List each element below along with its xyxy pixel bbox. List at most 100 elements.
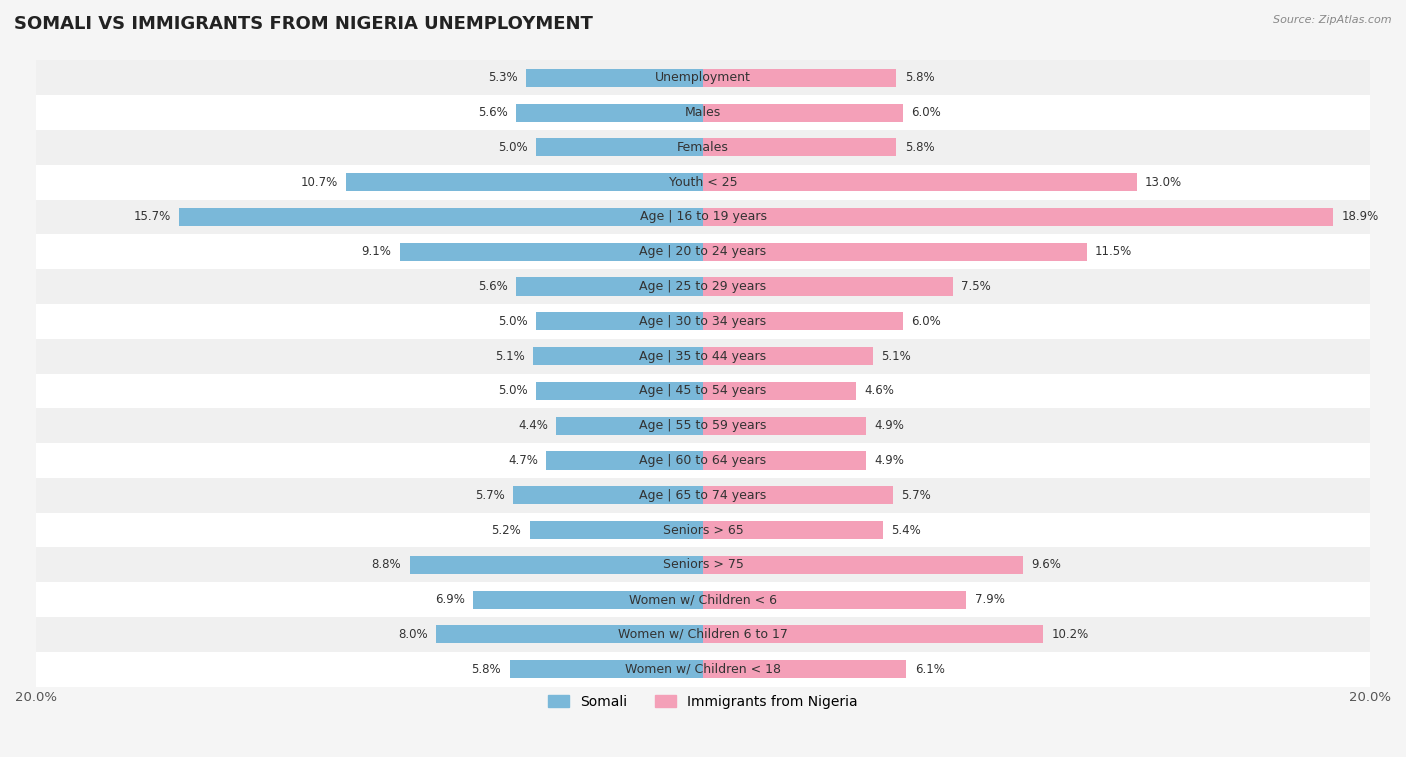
- Bar: [703, 139, 897, 157]
- Text: Age | 45 to 54 years: Age | 45 to 54 years: [640, 385, 766, 397]
- Bar: [37, 478, 1369, 512]
- Bar: [37, 269, 1369, 304]
- Legend: Somali, Immigrants from Nigeria: Somali, Immigrants from Nigeria: [543, 689, 863, 714]
- Bar: [703, 347, 873, 365]
- Text: SOMALI VS IMMIGRANTS FROM NIGERIA UNEMPLOYMENT: SOMALI VS IMMIGRANTS FROM NIGERIA UNEMPL…: [14, 15, 593, 33]
- Text: 15.7%: 15.7%: [134, 210, 172, 223]
- Text: Age | 25 to 29 years: Age | 25 to 29 years: [640, 280, 766, 293]
- Text: Unemployment: Unemployment: [655, 71, 751, 84]
- Text: Seniors > 75: Seniors > 75: [662, 559, 744, 572]
- Text: 5.8%: 5.8%: [471, 662, 501, 676]
- Bar: [703, 382, 856, 400]
- Text: Age | 65 to 74 years: Age | 65 to 74 years: [640, 489, 766, 502]
- Bar: [703, 173, 1136, 192]
- Bar: [530, 521, 703, 539]
- Text: 4.6%: 4.6%: [865, 385, 894, 397]
- Text: Age | 20 to 24 years: Age | 20 to 24 years: [640, 245, 766, 258]
- Text: Age | 55 to 59 years: Age | 55 to 59 years: [640, 419, 766, 432]
- Bar: [703, 104, 903, 122]
- Bar: [37, 165, 1369, 200]
- Text: 5.6%: 5.6%: [478, 106, 508, 119]
- Bar: [533, 347, 703, 365]
- Text: 6.1%: 6.1%: [915, 662, 945, 676]
- Text: 6.0%: 6.0%: [911, 106, 941, 119]
- Bar: [37, 512, 1369, 547]
- Text: 10.2%: 10.2%: [1052, 628, 1088, 641]
- Bar: [516, 104, 703, 122]
- Bar: [37, 582, 1369, 617]
- Text: 4.9%: 4.9%: [875, 454, 904, 467]
- Bar: [37, 547, 1369, 582]
- Bar: [409, 556, 703, 574]
- Bar: [37, 235, 1369, 269]
- Bar: [536, 139, 703, 157]
- Bar: [436, 625, 703, 643]
- Text: 11.5%: 11.5%: [1095, 245, 1132, 258]
- Bar: [346, 173, 703, 192]
- Bar: [703, 313, 903, 330]
- Text: 9.6%: 9.6%: [1032, 559, 1062, 572]
- Text: Women w/ Children 6 to 17: Women w/ Children 6 to 17: [619, 628, 787, 641]
- Text: Age | 16 to 19 years: Age | 16 to 19 years: [640, 210, 766, 223]
- Bar: [37, 130, 1369, 165]
- Text: Age | 35 to 44 years: Age | 35 to 44 years: [640, 350, 766, 363]
- Bar: [37, 443, 1369, 478]
- Text: 6.9%: 6.9%: [434, 593, 464, 606]
- Text: 4.7%: 4.7%: [508, 454, 538, 467]
- Text: 5.1%: 5.1%: [882, 350, 911, 363]
- Text: 5.7%: 5.7%: [475, 489, 505, 502]
- Bar: [536, 313, 703, 330]
- Bar: [513, 486, 703, 504]
- Bar: [703, 660, 907, 678]
- Bar: [37, 373, 1369, 408]
- Text: 5.4%: 5.4%: [891, 524, 921, 537]
- Bar: [703, 625, 1043, 643]
- Text: Seniors > 65: Seniors > 65: [662, 524, 744, 537]
- Bar: [703, 416, 866, 435]
- Text: Women w/ Children < 6: Women w/ Children < 6: [628, 593, 778, 606]
- Text: 5.8%: 5.8%: [905, 141, 935, 154]
- Bar: [37, 338, 1369, 373]
- Text: 5.3%: 5.3%: [488, 71, 517, 84]
- Text: Age | 60 to 64 years: Age | 60 to 64 years: [640, 454, 766, 467]
- Bar: [399, 243, 703, 261]
- Bar: [703, 208, 1333, 226]
- Text: 5.0%: 5.0%: [498, 385, 527, 397]
- Text: 4.4%: 4.4%: [517, 419, 548, 432]
- Bar: [37, 408, 1369, 443]
- Text: Males: Males: [685, 106, 721, 119]
- Bar: [37, 304, 1369, 338]
- Text: 5.0%: 5.0%: [498, 141, 527, 154]
- Bar: [703, 69, 897, 87]
- Bar: [37, 652, 1369, 687]
- Text: Females: Females: [678, 141, 728, 154]
- Text: Youth < 25: Youth < 25: [669, 176, 737, 188]
- Text: 7.9%: 7.9%: [974, 593, 1005, 606]
- Text: 5.8%: 5.8%: [905, 71, 935, 84]
- Bar: [526, 69, 703, 87]
- Text: Age | 30 to 34 years: Age | 30 to 34 years: [640, 315, 766, 328]
- Text: 4.9%: 4.9%: [875, 419, 904, 432]
- Text: Source: ZipAtlas.com: Source: ZipAtlas.com: [1274, 15, 1392, 25]
- Text: 13.0%: 13.0%: [1144, 176, 1182, 188]
- Bar: [516, 278, 703, 295]
- Text: 9.1%: 9.1%: [361, 245, 391, 258]
- Text: 5.7%: 5.7%: [901, 489, 931, 502]
- Text: 18.9%: 18.9%: [1341, 210, 1379, 223]
- Bar: [37, 200, 1369, 235]
- Bar: [509, 660, 703, 678]
- Bar: [703, 486, 893, 504]
- Text: 10.7%: 10.7%: [301, 176, 337, 188]
- Bar: [37, 61, 1369, 95]
- Bar: [703, 451, 866, 469]
- Bar: [472, 590, 703, 609]
- Text: 5.0%: 5.0%: [498, 315, 527, 328]
- Text: 6.0%: 6.0%: [911, 315, 941, 328]
- Text: 5.6%: 5.6%: [478, 280, 508, 293]
- Bar: [180, 208, 703, 226]
- Text: 5.2%: 5.2%: [492, 524, 522, 537]
- Bar: [37, 95, 1369, 130]
- Text: 8.8%: 8.8%: [371, 559, 401, 572]
- Bar: [703, 590, 966, 609]
- Bar: [557, 416, 703, 435]
